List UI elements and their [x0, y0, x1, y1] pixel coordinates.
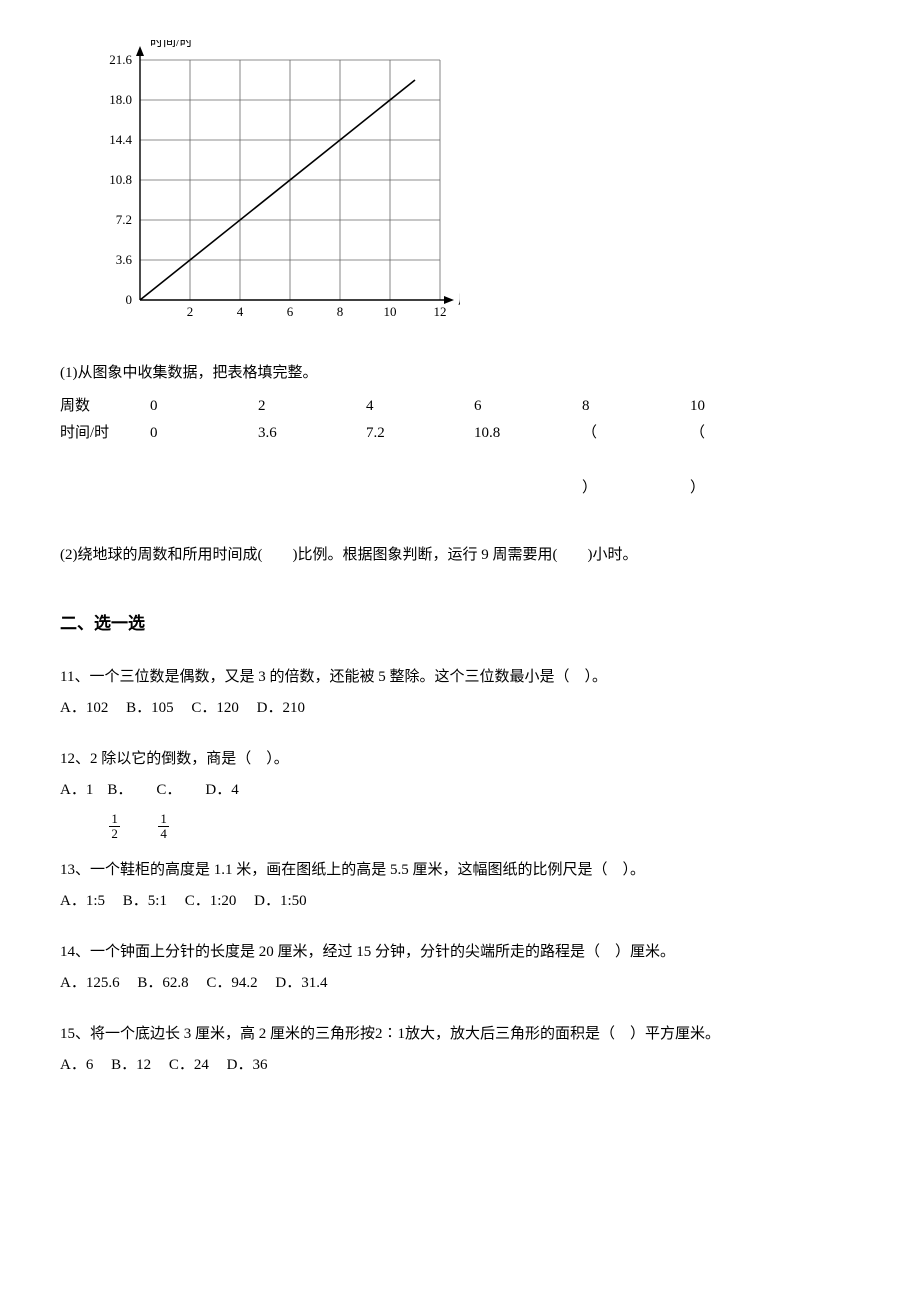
fraction-icon: 1 4 [158, 812, 169, 842]
q12-opt-a: A．1 [60, 777, 93, 804]
cell-wk-2: 4 [366, 393, 474, 420]
q13-text: 13、一个鞋柜的高度是 1.1 米，画在图纸上的高是 5.5 厘米，这幅图纸的比… [60, 857, 860, 884]
q15-text-b: 放大，放大后三角形的面积是（ ）平方厘米。 [405, 1026, 720, 1042]
q12-opt-c-label: C． [156, 782, 181, 798]
q13-opt-c: C．1:20 [185, 888, 237, 915]
question-15: 15、将一个底边长 3 厘米，高 2 厘米的三角形按2∶1放大，放大后三角形的面… [60, 1021, 860, 1079]
svg-text:4: 4 [237, 304, 244, 319]
q12-text: 12、2 除以它的倒数，商是（ ）。 [60, 746, 860, 773]
q12-opt-c: C． 1 4 [156, 777, 191, 834]
svg-text:10.8: 10.8 [109, 172, 132, 187]
q14-text: 14、一个钟面上分针的长度是 20 厘米，经过 15 分钟，分针的尖端所走的路程… [60, 939, 860, 966]
table-row: 周数 0 2 4 6 8 10 [60, 393, 860, 420]
row-label-t: 时间/时 [60, 420, 150, 447]
svg-text:14.4: 14.4 [109, 132, 132, 147]
q13-opt-b: B．5:1 [123, 888, 167, 915]
q13-options: A．1:5 B．5:1 C．1:20 D．1:50 [60, 888, 860, 915]
question-13: 13、一个鞋柜的高度是 1.1 米，画在图纸上的高是 5.5 厘米，这幅图纸的比… [60, 857, 860, 915]
close-paren-row: ） ） [60, 475, 860, 502]
question-12: 12、2 除以它的倒数，商是（ ）。 A．1 B． 1 2 C． 1 4 D．4 [60, 746, 860, 834]
q12-opt-d: D．4 [205, 777, 238, 804]
q11-text: 11、一个三位数是偶数，又是 3 的倍数，还能被 5 整除。这个三位数最小是（ … [60, 664, 860, 691]
svg-text:时间/时: 时间/时 [150, 40, 193, 49]
table-row: 时间/时 0 3.6 7.2 10.8 （ （ [60, 420, 860, 447]
cell-wk-5: 10 [690, 393, 798, 420]
chart-container: 2 4 6 8 10 12 0 3.6 7.2 10.8 14.4 18.0 21.6 时间/时周数 [90, 40, 860, 340]
q10-sub2-text: (2)绕地球的周数和所用时间成( )比例。根据图象判断，运行 9 周需要用( )… [60, 542, 860, 569]
frac-c-num: 1 [158, 812, 169, 827]
q14-opt-b: B．62.8 [137, 970, 188, 997]
q11-opt-a: A．102 [60, 695, 108, 722]
q11-opt-b: B．105 [126, 695, 174, 722]
question-14: 14、一个钟面上分针的长度是 20 厘米，经过 15 分钟，分针的尖端所走的路程… [60, 939, 860, 997]
section-2-title: 二、选一选 [60, 609, 860, 640]
cell-wk-3: 6 [474, 393, 582, 420]
cell-t-2: 7.2 [366, 420, 474, 447]
cell-wk-4: 8 [582, 393, 690, 420]
svg-text:12: 12 [434, 304, 447, 319]
line-chart: 2 4 6 8 10 12 0 3.6 7.2 10.8 14.4 18.0 21.6 时间/时周数 [90, 40, 460, 330]
q15-text-a: 15、将一个底边长 3 厘米，高 2 厘米的三角形按 [60, 1026, 375, 1042]
row-label-wk: 周数 [60, 393, 150, 420]
q11-opt-d: D．210 [257, 695, 305, 722]
fraction-icon: 1 2 [109, 812, 120, 842]
q10-sub1-text: (1)从图象中收集数据，把表格填完整。 [60, 360, 860, 387]
q15-text: 15、将一个底边长 3 厘米，高 2 厘米的三角形按2∶1放大，放大后三角形的面… [60, 1021, 860, 1048]
cell-t-1: 3.6 [258, 420, 366, 447]
svg-text:6: 6 [287, 304, 294, 319]
svg-text:0: 0 [126, 292, 133, 307]
q13-opt-d: D．1:50 [254, 888, 307, 915]
frac-c-den: 4 [158, 827, 169, 841]
svg-text:10: 10 [384, 304, 397, 319]
q15-opt-d: D．36 [227, 1052, 268, 1079]
cell-wk-1: 2 [258, 393, 366, 420]
cell-t-4: （ [582, 420, 690, 447]
close-paren-1: ） [582, 475, 690, 502]
q15-opt-c: C．24 [169, 1052, 209, 1079]
q13-opt-a: A．1:5 [60, 888, 105, 915]
q15-options: A．6 B．12 C．24 D．36 [60, 1052, 860, 1079]
close-paren-2: ） [690, 475, 798, 502]
q15-opt-b: B．12 [111, 1052, 151, 1079]
cell-t-3: 10.8 [474, 420, 582, 447]
q14-opt-c: C．94.2 [206, 970, 257, 997]
q14-options: A．125.6 B．62.8 C．94.2 D．31.4 [60, 970, 860, 997]
q12-opt-b: B． 1 2 [107, 777, 142, 834]
question-11: 11、一个三位数是偶数，又是 3 的倍数，还能被 5 整除。这个三位数最小是（ … [60, 664, 860, 722]
svg-text:周数: 周数 [458, 292, 460, 307]
q11-options: A．102 B．105 C．120 D．210 [60, 695, 860, 722]
q11-opt-c: C．120 [191, 695, 239, 722]
cell-t-5: （ [690, 420, 798, 447]
svg-text:7.2: 7.2 [116, 212, 132, 227]
svg-text:18.0: 18.0 [109, 92, 132, 107]
q10-table: 周数 0 2 4 6 8 10 时间/时 0 3.6 7.2 10.8 （ （ … [60, 393, 860, 502]
q12-opt-b-label: B． [107, 782, 132, 798]
svg-text:2: 2 [187, 304, 194, 319]
q14-opt-d: D．31.4 [275, 970, 327, 997]
q12-options: A．1 B． 1 2 C． 1 4 D．4 [60, 777, 860, 834]
cell-t-0: 0 [150, 420, 258, 447]
q15-ratio: 2∶1 [375, 1026, 405, 1042]
cell-wk-0: 0 [150, 393, 258, 420]
q14-opt-a: A．125.6 [60, 970, 120, 997]
svg-text:8: 8 [337, 304, 344, 319]
frac-b-den: 2 [109, 827, 120, 841]
svg-text:3.6: 3.6 [116, 252, 133, 267]
q15-opt-a: A．6 [60, 1052, 93, 1079]
svg-text:21.6: 21.6 [109, 52, 132, 67]
frac-b-num: 1 [109, 812, 120, 827]
